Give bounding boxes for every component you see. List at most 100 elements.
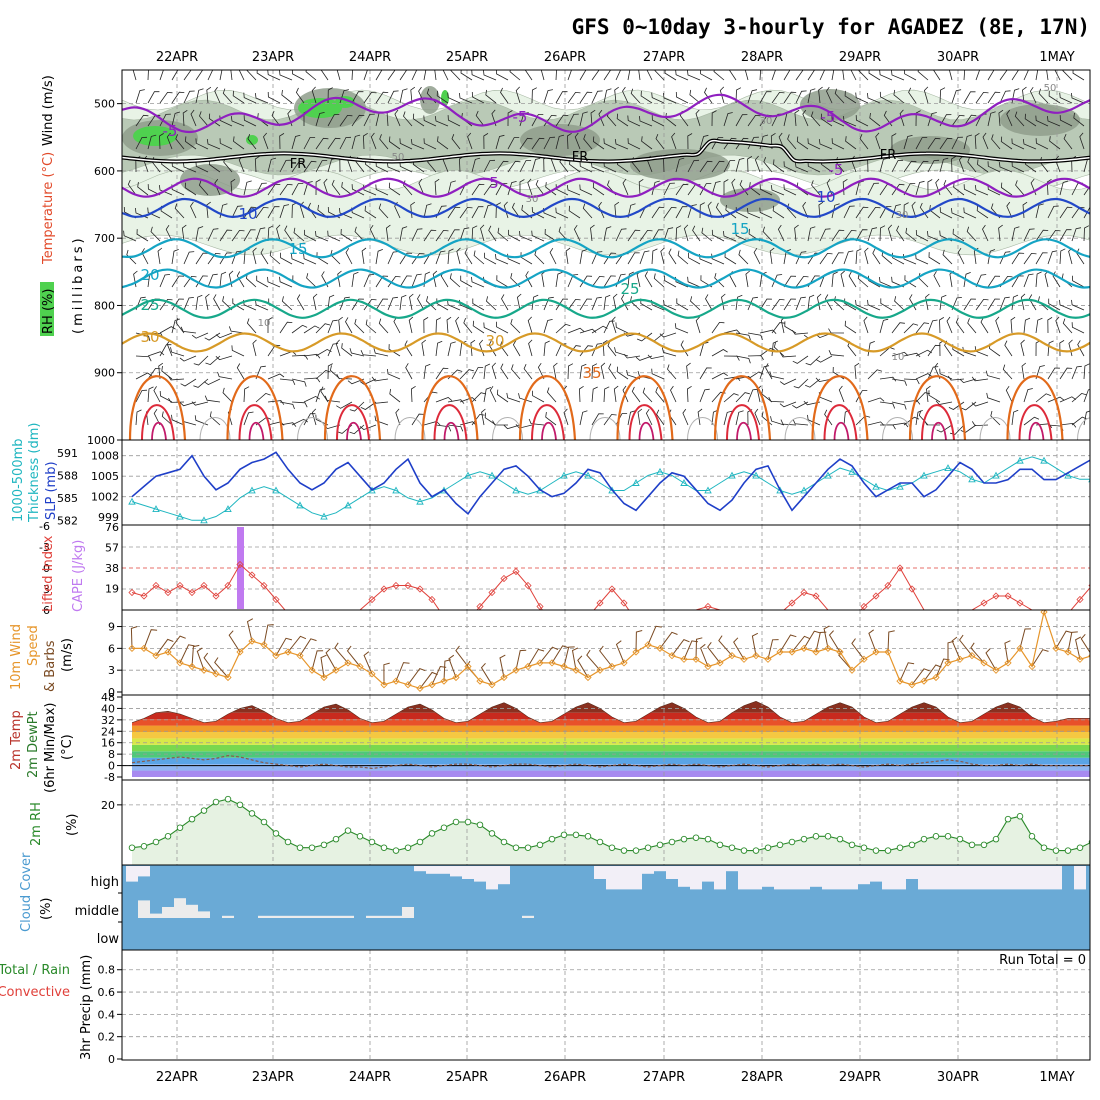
wind-barb [412, 113, 425, 127]
wind-barb [337, 270, 342, 288]
wind-barb [159, 326, 176, 334]
wind-barb [951, 297, 962, 311]
wind-barb [908, 87, 917, 104]
wind-barb [232, 90, 245, 104]
wind-barb [1023, 273, 1034, 288]
wind-barb [747, 388, 758, 403]
wind10m-speed-point [440, 677, 448, 685]
wind10m-speed-point [668, 651, 676, 660]
wind-barb [246, 318, 257, 334]
wind-barb [336, 401, 353, 409]
wind-barb [864, 247, 869, 265]
wind10m-barb [571, 647, 579, 671]
wind-barb [245, 273, 257, 288]
wind-barb [528, 418, 545, 426]
rh2m-point [896, 844, 904, 851]
wind10m-barb [851, 638, 865, 660]
rh2m-point [704, 835, 712, 843]
rh-moist-patch [800, 89, 860, 121]
wind-barb [503, 201, 509, 219]
wind10m-speed-point [536, 659, 544, 667]
wind10m-barb [527, 648, 545, 667]
wind-barb [990, 410, 1001, 426]
wind-barb [399, 138, 413, 150]
wind-barb [171, 318, 181, 334]
wind-barb [794, 162, 809, 173]
wind-barb [867, 227, 878, 242]
wind-barb [436, 90, 449, 104]
wind-barb [816, 293, 822, 311]
temp-color-band [132, 712, 1090, 720]
cape-tick-label: 19 [105, 583, 119, 596]
wind-barb [483, 183, 497, 196]
wind10m-speed-point [572, 666, 580, 674]
isotherm-40-loop [1018, 404, 1053, 440]
cloud-clear-middle [174, 898, 186, 918]
wind-barb [388, 344, 401, 357]
wind10m-speed-point [932, 673, 940, 682]
cloud-clear-high [594, 866, 606, 879]
wind10m-speed-point [884, 648, 892, 656]
wind-barb [653, 273, 665, 288]
wind-barb [549, 247, 557, 265]
wind-barb [735, 207, 749, 219]
wind-barb [687, 133, 693, 150]
cloud-clear-middle [270, 915, 282, 918]
wind-barb [815, 377, 833, 383]
wind-barb [1062, 70, 1073, 81]
wind-barb [374, 415, 389, 426]
wind10m-speed-point [1016, 644, 1024, 653]
wind-barb [713, 70, 725, 81]
wind-barb [1035, 340, 1041, 357]
cloud-clear-high [990, 866, 1002, 890]
wind-barb [687, 204, 697, 219]
wind-barb [987, 91, 1001, 104]
wind-barb [807, 414, 821, 426]
wind-barb [692, 225, 701, 242]
lifted-index-point [608, 585, 616, 593]
thickness-point [920, 471, 928, 479]
wind-barb [1047, 205, 1059, 219]
wind-barb [403, 111, 413, 127]
wind-barb [267, 317, 273, 333]
wind-barb [371, 376, 389, 382]
cloud-clear-middle [222, 915, 234, 918]
rh2m-point [1064, 847, 1072, 854]
wind-barb [518, 393, 533, 403]
rh-contour-10 [297, 417, 328, 440]
wind-barb [315, 179, 321, 196]
rh2m-point [944, 833, 952, 840]
wind10m-barb [985, 648, 997, 671]
wind10m-speed-point [548, 659, 556, 667]
wind-barb [792, 419, 809, 426]
wind-barb [831, 138, 845, 150]
wind-barb [411, 228, 423, 242]
wind10m-barb [635, 630, 643, 653]
wind-barb [802, 109, 809, 127]
thickness-point [224, 505, 232, 513]
wind-barb [255, 365, 266, 380]
wind-barb [824, 294, 833, 311]
wind-barb [565, 247, 571, 265]
wind-barb [1083, 363, 1090, 380]
wind-barb [903, 352, 921, 358]
rh2m-point [560, 831, 568, 839]
isotherm-45-loop [638, 421, 655, 440]
wind-barb [579, 410, 588, 426]
cloud-clear-high [882, 866, 894, 890]
wind-barb [500, 363, 509, 380]
rh2m-point [848, 841, 856, 849]
wind-barb [735, 392, 750, 403]
wind-barb [667, 364, 677, 380]
wind10m-barb [455, 645, 469, 667]
rh2m-point [500, 838, 508, 846]
temp-color-band [132, 770, 1090, 777]
wind-barb [999, 251, 1011, 265]
wind-barb [315, 112, 325, 127]
cloud-clear-high [738, 866, 750, 890]
wind-barb [735, 332, 751, 341]
rh-saturated-patch [133, 126, 177, 146]
wind-barb [1059, 115, 1073, 127]
wind10m-barb [767, 639, 779, 660]
